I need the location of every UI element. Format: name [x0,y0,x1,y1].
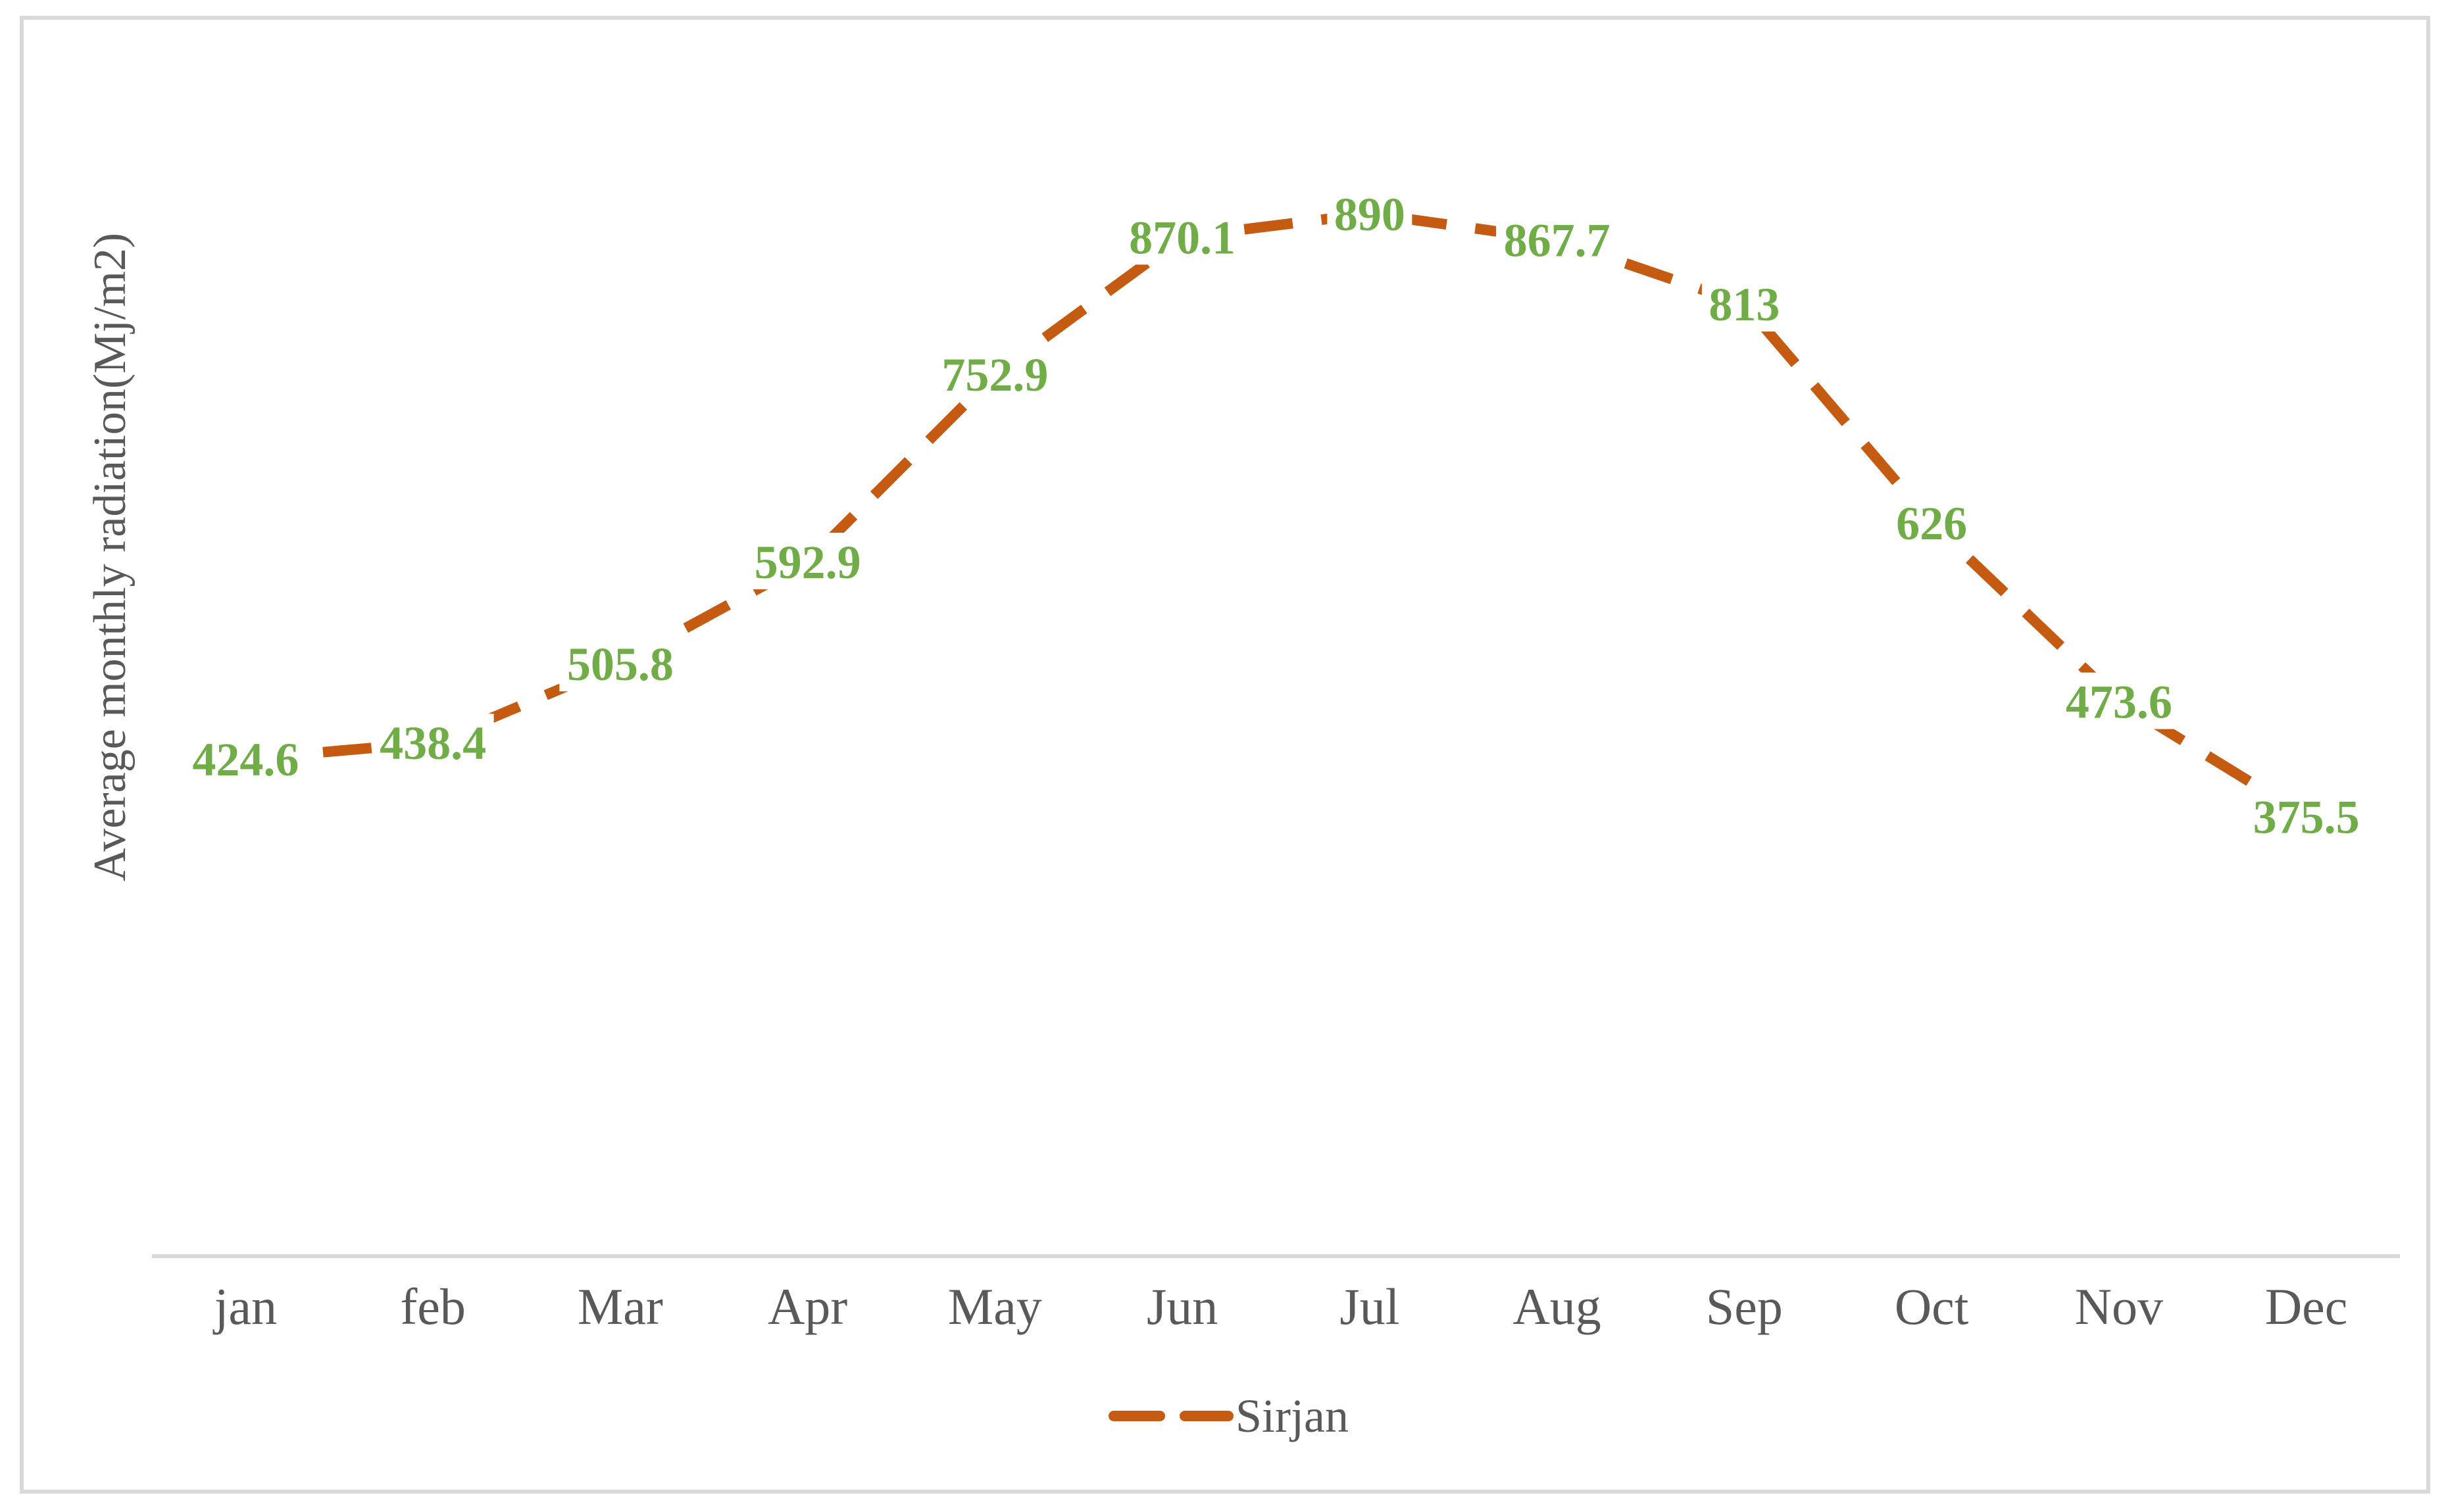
data-label-bg [1889,494,1974,551]
x-axis-label-nov: Nov [2075,1278,2163,1335]
data-label-bg [1121,208,1243,265]
data-label-bg [1496,210,1618,268]
x-axis-label-jun: Jun [1147,1278,1218,1335]
x-axis-label-sep: Sep [1706,1278,1783,1335]
data-label-bg [1701,275,1787,332]
data-label: 870.1 [1129,211,1235,264]
data-label: 890 [1334,188,1405,241]
data-label-bg [2058,672,2180,729]
data-label: 424.6 [192,733,299,786]
data-label: 752.9 [941,349,1048,401]
data-label-bg [747,533,869,590]
x-axis-label-dec: Dec [2265,1278,2348,1335]
data-label-bg [934,345,1056,402]
x-axis-label-may: May [948,1278,1042,1335]
legend: Sirjan [1109,1390,1349,1442]
data-label: 592.9 [755,536,861,589]
data-label: 473.6 [2066,676,2172,729]
x-axis-label-oct: Oct [1895,1278,1969,1335]
x-axis-label-mar: Mar [578,1278,663,1335]
data-label: 505.8 [567,638,674,691]
data-label-bg [1327,184,1412,241]
data-label-bg [559,635,682,692]
data-label: 375.5 [2253,791,2360,843]
data-label: 438.4 [380,717,486,769]
data-label-bg [372,714,494,771]
x-axis-label-jan: jan [212,1278,277,1335]
plot-area: 424.6 438.4 505.8 592.9 752.9 870.1 890 867.7 81… [152,184,2400,1335]
x-axis-label-jul: Jul [1339,1278,1399,1335]
x-axis-label-apr: Apr [768,1278,847,1335]
data-label: 813 [1709,278,1780,331]
data-label: 867.7 [1504,214,1610,267]
data-label-bg [184,729,307,787]
data-label: 626 [1896,497,1967,550]
x-axis-label-feb: feb [400,1278,466,1335]
x-axis-label-aug: Aug [1512,1278,1601,1335]
data-label-bg [2245,787,2368,844]
y-axis-title: Average monthly radiation(Mj/m2) [85,233,136,881]
legend-series-label: Sirjan [1235,1390,1349,1442]
